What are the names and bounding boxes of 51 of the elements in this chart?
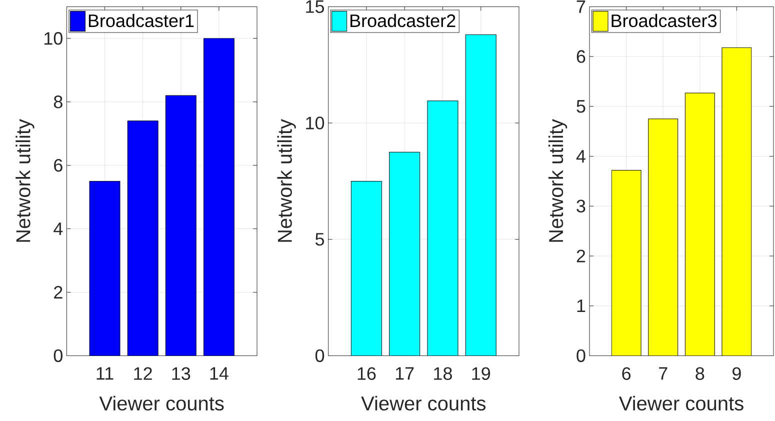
y-tick-label: 4: [54, 222, 63, 235]
y-tick-label: 7: [576, 0, 586, 13]
y-tick-label: 6: [54, 158, 62, 172]
x-tick-label: 12: [134, 367, 152, 380]
bar: [465, 34, 496, 356]
y-tick-label: 5: [315, 233, 324, 246]
y-tick-label: 0: [576, 349, 586, 362]
x-tick-label: 14: [210, 367, 228, 380]
x-tick-label: 17: [396, 367, 414, 380]
y-tick-label: 10: [44, 32, 62, 45]
y-tick-label: 3: [576, 200, 586, 212]
y-tick-label: 2: [576, 250, 586, 262]
bar: [648, 118, 678, 356]
y-axis-title: Network utility: [16, 119, 34, 242]
y-tick-label: 10: [306, 116, 324, 130]
x-tick-label: 11: [96, 367, 114, 380]
x-tick-label: 9: [732, 367, 741, 380]
x-tick-label: 16: [358, 367, 376, 380]
bar: [128, 120, 158, 356]
x-tick-label: 7: [659, 367, 668, 380]
y-axis-title: Network utility: [277, 119, 296, 242]
y-tick-label: 6: [576, 50, 586, 63]
bar: [389, 152, 420, 356]
x-axis-title: Viewer counts: [99, 396, 224, 411]
y-tick-label: 15: [306, 0, 324, 13]
bar: [684, 92, 715, 356]
bar: [722, 47, 752, 356]
y-tick-label: 5: [576, 100, 586, 113]
y-axis-title: Network utility: [548, 119, 568, 242]
bar: [90, 181, 120, 356]
x-tick-label: 8: [696, 367, 704, 380]
legend-label: Broadcaster1: [88, 14, 194, 28]
bar: [350, 180, 382, 356]
x-tick-label: 13: [172, 367, 190, 380]
legend-label: Broadcaster3: [612, 14, 717, 28]
bar: [203, 38, 234, 356]
y-tick-label: 1: [577, 300, 586, 312]
bar: [166, 96, 196, 356]
y-tick-label: 0: [54, 349, 62, 362]
x-tick-label: 18: [434, 367, 452, 380]
bar: [427, 100, 458, 356]
x-tick-label: 6: [622, 367, 631, 380]
y-tick-label: 4: [576, 150, 586, 162]
y-tick-label: 0: [315, 349, 324, 362]
x-tick-label: 19: [472, 367, 490, 380]
bar: [611, 170, 642, 356]
legend-label: Broadcaster2: [350, 14, 456, 28]
x-axis-title: Viewer counts: [361, 396, 486, 411]
x-axis-title: Viewer counts: [618, 396, 744, 411]
y-tick-label: 8: [54, 96, 62, 108]
y-tick-label: 2: [54, 286, 62, 299]
